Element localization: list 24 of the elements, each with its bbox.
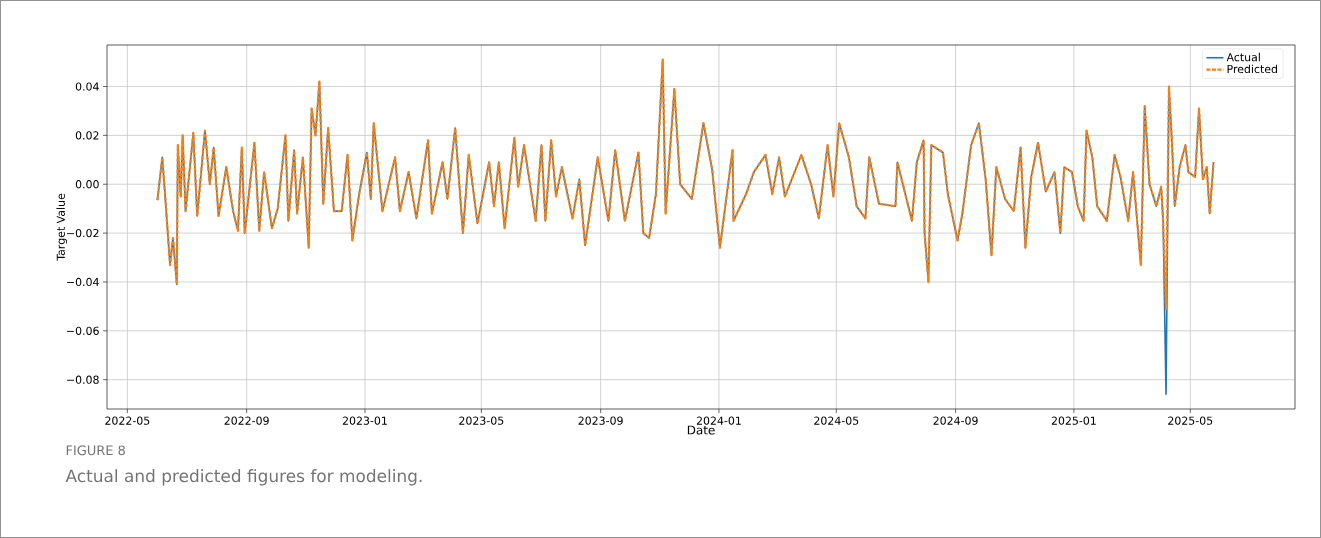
y-tick-label: 0.04 — [75, 82, 99, 91]
y-tick-label: 0.00 — [75, 180, 99, 189]
legend-label: Actual — [1226, 52, 1260, 62]
y-tick-label: −0.04 — [67, 277, 99, 287]
x-tick-label: 2022-05 — [105, 416, 150, 425]
x-tick-label: 2023-05 — [459, 416, 504, 425]
x-tick-label: 2022-09 — [224, 416, 269, 425]
y-tick-label: −0.08 — [67, 375, 99, 384]
x-tick-label: 2024-05 — [814, 416, 859, 425]
text: Actual and predicted figures for modeling. — [65, 469, 422, 486]
x-axis-title: Date — [687, 425, 715, 435]
x-tick-label: 2025-05 — [1168, 416, 1213, 425]
caption: FIGURE 8 — [66, 445, 125, 456]
x-tick-label: 2023-09 — [578, 416, 623, 425]
y-tick-label: −0.06 — [67, 326, 99, 335]
y-tick-label: −0.02 — [67, 228, 99, 238]
x-tick-label: 2024-09 — [933, 416, 978, 425]
x-tick-label: 2023-01 — [342, 416, 387, 425]
x-tick-label: 2025-01 — [1051, 416, 1096, 425]
x-tick-label: 2024-01 — [696, 416, 741, 425]
legend-label: Predicted — [1227, 64, 1277, 74]
line-series — [156, 58, 1215, 310]
y-axis-title: Target Value — [56, 193, 68, 261]
y-tick-label: 0.02 — [75, 131, 99, 140]
